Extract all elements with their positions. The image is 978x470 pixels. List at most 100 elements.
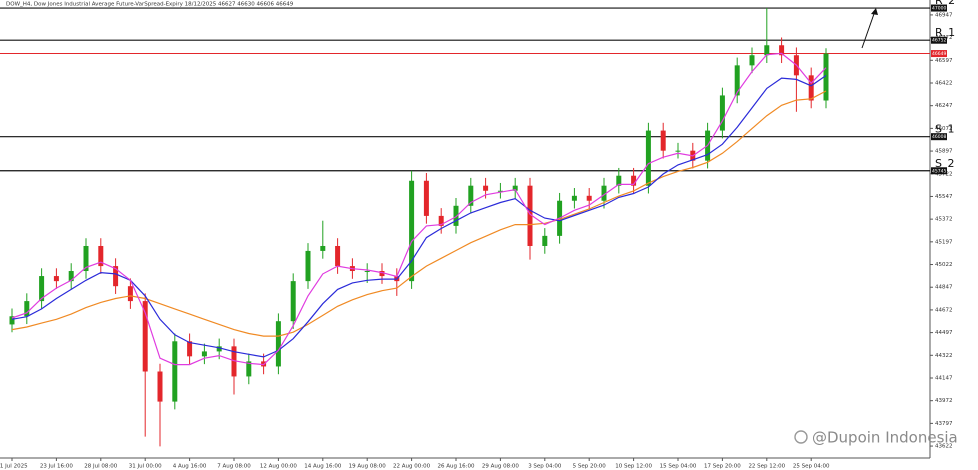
x-tick-label: 3 Sep 04:00 xyxy=(528,464,562,470)
moving-average xyxy=(11,52,827,366)
y-tick-label: 45022 xyxy=(935,262,953,268)
y-tick-label: 43972 xyxy=(935,398,953,404)
y-tick-label: 46947 xyxy=(935,12,953,18)
candle-body xyxy=(468,185,474,206)
candle-body xyxy=(98,245,104,267)
x-tick-label: 14 Aug 16:00 xyxy=(304,464,342,470)
candle-body xyxy=(335,245,341,267)
candle-body xyxy=(483,185,489,191)
x-tick-label: 22 Aug 00:00 xyxy=(393,464,431,470)
candle-body xyxy=(571,195,577,201)
y-tick-label: 46247 xyxy=(935,103,953,109)
candle-body xyxy=(172,341,178,402)
candle-body xyxy=(423,180,429,216)
candle-body xyxy=(113,266,119,287)
x-tick-label: 4 Aug 16:00 xyxy=(173,464,207,470)
level-label: S 1 xyxy=(935,123,955,136)
x-tick-label: 26 Aug 16:00 xyxy=(437,464,475,470)
y-tick-label: 46422 xyxy=(935,80,953,86)
x-tick-label: 10 Sep 12:00 xyxy=(615,464,652,470)
level-label: S 2 xyxy=(935,157,955,170)
x-tick-label: 19 Aug 08:00 xyxy=(349,464,387,470)
candle-body xyxy=(542,235,548,246)
moving-average xyxy=(11,75,827,358)
y-tick-label: 46072 xyxy=(935,126,953,132)
level-price: 47000 xyxy=(932,6,946,12)
candle-body xyxy=(379,271,385,277)
level-label: R 1 xyxy=(935,26,956,39)
candle-body xyxy=(779,45,785,56)
candle-body xyxy=(409,180,415,282)
level-price: 46752 xyxy=(932,38,946,44)
candle-body xyxy=(83,245,89,272)
y-tick-label: 45897 xyxy=(935,149,953,155)
x-tick-label: 12 Aug 00:00 xyxy=(260,464,298,470)
candle-body xyxy=(601,185,607,201)
level-box xyxy=(931,167,947,175)
y-tick-label: 43622 xyxy=(935,444,953,450)
candle-body xyxy=(53,276,59,282)
y-tick-label: 46597 xyxy=(935,58,953,64)
candle-body xyxy=(586,195,592,201)
arrow xyxy=(861,10,876,49)
candle-body xyxy=(305,250,311,282)
level-box xyxy=(931,133,947,141)
candle-body xyxy=(157,371,163,402)
candle-body xyxy=(631,175,637,186)
y-tick-label: 44672 xyxy=(935,307,953,313)
x-tick-label: 7 Aug 08:00 xyxy=(217,464,251,470)
candle-body xyxy=(734,65,740,96)
x-tick-label: 15 Sep 04:00 xyxy=(660,464,697,470)
y-tick-label: 44322 xyxy=(935,353,953,359)
candle-body xyxy=(201,351,207,357)
x-tick-label: 21 Jul 2025 xyxy=(0,464,28,470)
x-tick-label: 28 Jul 08:00 xyxy=(84,464,117,470)
candle-body xyxy=(142,301,148,372)
x-tick-label: 31 Jul 00:00 xyxy=(129,464,162,470)
candle-body xyxy=(290,281,296,322)
candle-body xyxy=(453,205,459,226)
y-tick-label: 44497 xyxy=(935,330,953,336)
chart-title: DOW_H4, Dow Jones Industrial Average Fut… xyxy=(6,2,294,8)
candle-body xyxy=(216,346,222,352)
candle-body xyxy=(364,271,370,273)
candle-body xyxy=(749,55,755,66)
candle-body xyxy=(275,321,281,367)
candle-body xyxy=(719,95,725,131)
x-tick-label: 23 Jul 16:00 xyxy=(40,464,73,470)
candle-body xyxy=(764,45,770,56)
candle-body xyxy=(616,175,622,186)
candle-body xyxy=(645,130,651,186)
candle-body xyxy=(231,346,237,377)
level-label: R 2 xyxy=(935,0,956,7)
level-price: 45745 xyxy=(932,168,946,174)
level-price: 46008 xyxy=(932,134,946,140)
candle-body xyxy=(9,316,15,325)
candle-body xyxy=(320,245,326,251)
y-tick-label: 44147 xyxy=(935,375,953,381)
arrow-head xyxy=(871,8,878,15)
y-tick-label: 45547 xyxy=(935,194,953,200)
y-tick-label: 45372 xyxy=(935,217,953,223)
x-tick-label: 22 Sep 12:00 xyxy=(748,464,785,470)
x-tick-label: 29 Aug 08:00 xyxy=(482,464,520,470)
watermark-icon xyxy=(794,430,808,444)
candle-body xyxy=(438,215,444,226)
candle-body xyxy=(187,341,193,357)
candle-body xyxy=(68,271,74,282)
candle-body xyxy=(823,53,829,101)
candle-body xyxy=(24,301,30,317)
price-label: 46649 xyxy=(932,51,946,57)
candle-body xyxy=(512,185,518,191)
price-box xyxy=(931,50,947,58)
candle-body xyxy=(127,286,133,302)
candle-body xyxy=(660,130,666,151)
x-tick-label: 25 Sep 04:00 xyxy=(793,464,830,470)
candle-body xyxy=(497,190,503,192)
level-box xyxy=(931,36,947,44)
candle-body xyxy=(39,276,45,302)
y-tick-label: 43797 xyxy=(935,421,953,427)
candle-body xyxy=(675,150,681,152)
